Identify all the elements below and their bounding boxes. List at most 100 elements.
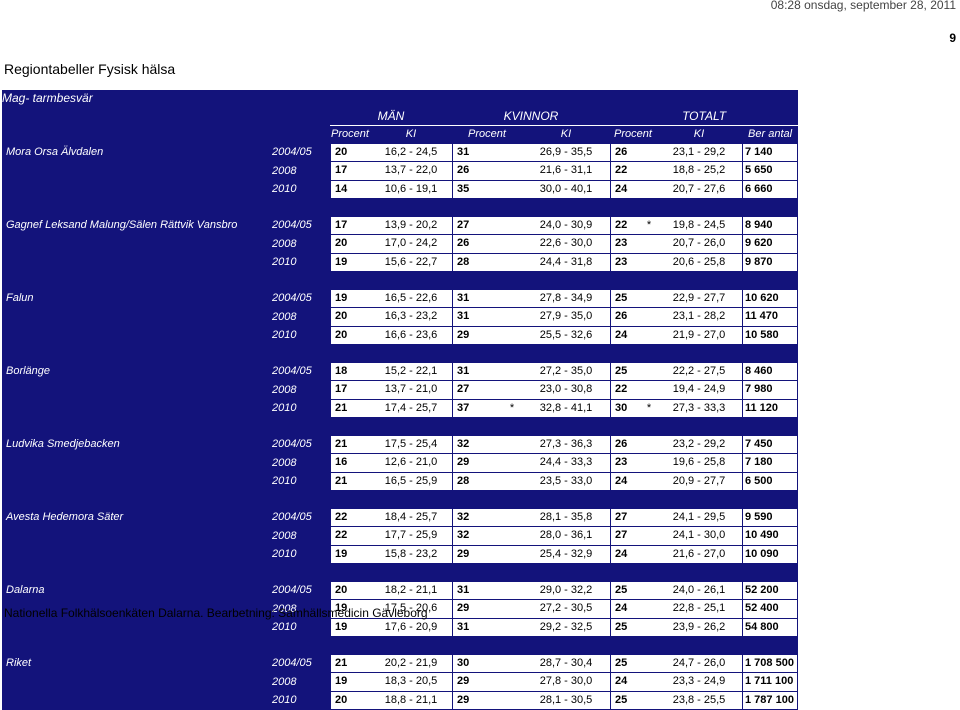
men-percent: 20	[330, 582, 360, 601]
women-confidence-interval: 28,7 - 30,4	[522, 655, 610, 674]
women-confidence-interval: 28,0 - 36,1	[522, 527, 610, 546]
women-percent: 32	[452, 527, 502, 546]
total-percent: 24	[610, 181, 642, 200]
women-percent: 29	[452, 454, 502, 473]
total-significance-mark	[642, 527, 656, 546]
total-percent: 22	[610, 381, 642, 400]
total-significance-mark	[642, 254, 656, 273]
men-confidence-interval: 18,2 - 21,1	[370, 582, 452, 601]
total-significance-mark	[642, 235, 656, 254]
women-confidence-interval: 26,9 - 35,5	[522, 144, 610, 163]
men-significance-mark	[360, 400, 370, 419]
men-confidence-interval: 10,6 - 19,1	[370, 181, 452, 200]
total-percent: 26	[610, 144, 642, 163]
total-confidence-interval: 23,1 - 28,2	[656, 308, 742, 327]
women-percent: 32	[452, 509, 502, 528]
subheader-pct-women: Procent	[452, 126, 522, 144]
total-percent: 23	[610, 254, 642, 273]
women-confidence-interval: 27,2 - 35,0	[522, 363, 610, 382]
women-significance-mark	[502, 600, 522, 619]
men-significance-mark	[360, 546, 370, 565]
men-confidence-interval: 16,3 - 23,2	[370, 308, 452, 327]
total-confidence-interval: 24,0 - 26,1	[656, 582, 742, 601]
region-name: Borlänge	[2, 363, 270, 382]
men-confidence-interval: 17,4 - 25,7	[370, 400, 452, 419]
women-confidence-interval: 25,4 - 32,9	[522, 546, 610, 565]
total-confidence-interval: 20,7 - 26,0	[656, 235, 742, 254]
estimated-count: 6 660	[742, 181, 798, 200]
men-percent: 21	[330, 473, 360, 492]
total-confidence-interval: 19,6 - 25,8	[656, 454, 742, 473]
total-confidence-interval: 19,8 - 24,5	[656, 217, 742, 236]
total-significance-mark	[642, 363, 656, 382]
men-significance-mark	[360, 381, 370, 400]
group-header-women: KVINNOR	[452, 108, 610, 127]
women-significance-mark	[502, 254, 522, 273]
year-cell: 2010	[270, 400, 330, 419]
estimated-count: 9 870	[742, 254, 798, 273]
men-percent: 22	[330, 509, 360, 528]
men-confidence-interval: 16,2 - 24,5	[370, 144, 452, 163]
men-percent: 20	[330, 308, 360, 327]
region-blank	[2, 308, 270, 327]
men-percent: 16	[330, 454, 360, 473]
total-confidence-interval: 21,9 - 27,0	[656, 327, 742, 346]
total-percent: 26	[610, 436, 642, 455]
women-confidence-interval: 21,6 - 31,1	[522, 162, 610, 181]
men-percent: 19	[330, 673, 360, 692]
women-significance-mark: *	[502, 400, 522, 419]
women-percent: 26	[452, 162, 502, 181]
men-significance-mark	[360, 181, 370, 200]
subheader-pct-total: Procent	[610, 126, 656, 144]
region-name: Riket	[2, 655, 270, 674]
clock-text: 08:28 onsdag, september 28, 2011	[771, 0, 956, 12]
women-significance-mark	[502, 381, 522, 400]
estimated-count: 10 490	[742, 527, 798, 546]
total-percent: 25	[610, 582, 642, 601]
men-percent: 20	[330, 235, 360, 254]
women-significance-mark	[502, 454, 522, 473]
region-separator	[2, 199, 798, 217]
women-percent: 29	[452, 546, 502, 565]
year-cell: 2008	[270, 381, 330, 400]
subheader-pct-men: Procent	[330, 126, 370, 144]
total-percent: 27	[610, 527, 642, 546]
men-confidence-interval: 17,5 - 25,4	[370, 436, 452, 455]
women-significance-mark	[502, 308, 522, 327]
men-confidence-interval: 17,6 - 20,9	[370, 619, 452, 638]
men-percent: 20	[330, 144, 360, 163]
men-confidence-interval: 20,2 - 21,9	[370, 655, 452, 674]
total-significance-mark	[642, 144, 656, 163]
men-percent: 21	[330, 436, 360, 455]
year-cell: 2004/05	[270, 436, 330, 455]
men-confidence-interval: 13,9 - 20,2	[370, 217, 452, 236]
estimated-count: 1 787 100	[742, 692, 798, 710]
total-confidence-interval: 20,9 - 27,7	[656, 473, 742, 492]
region-blank	[2, 692, 270, 710]
year-cell: 2010	[270, 181, 330, 200]
year-cell: 2004/05	[270, 655, 330, 674]
women-confidence-interval: 24,4 - 33,3	[522, 454, 610, 473]
year-cell: 2008	[270, 308, 330, 327]
women-confidence-interval: 30,0 - 40,1	[522, 181, 610, 200]
women-confidence-interval: 27,9 - 35,0	[522, 308, 610, 327]
women-confidence-interval: 24,0 - 30,9	[522, 217, 610, 236]
source-footer: Nationella Folkhälsoenkäten Dalarna. Bea…	[4, 606, 428, 620]
men-significance-mark	[360, 217, 370, 236]
region-blank	[2, 454, 270, 473]
women-significance-mark	[502, 546, 522, 565]
men-significance-mark	[360, 454, 370, 473]
page-title: Regiontabeller Fysisk hälsa	[4, 61, 175, 77]
region-name: Dalarna	[2, 582, 270, 601]
men-significance-mark	[360, 655, 370, 674]
men-confidence-interval: 18,3 - 20,5	[370, 673, 452, 692]
men-significance-mark	[360, 308, 370, 327]
total-significance-mark: *	[642, 400, 656, 419]
women-percent: 35	[452, 181, 502, 200]
men-confidence-interval: 15,8 - 23,2	[370, 546, 452, 565]
